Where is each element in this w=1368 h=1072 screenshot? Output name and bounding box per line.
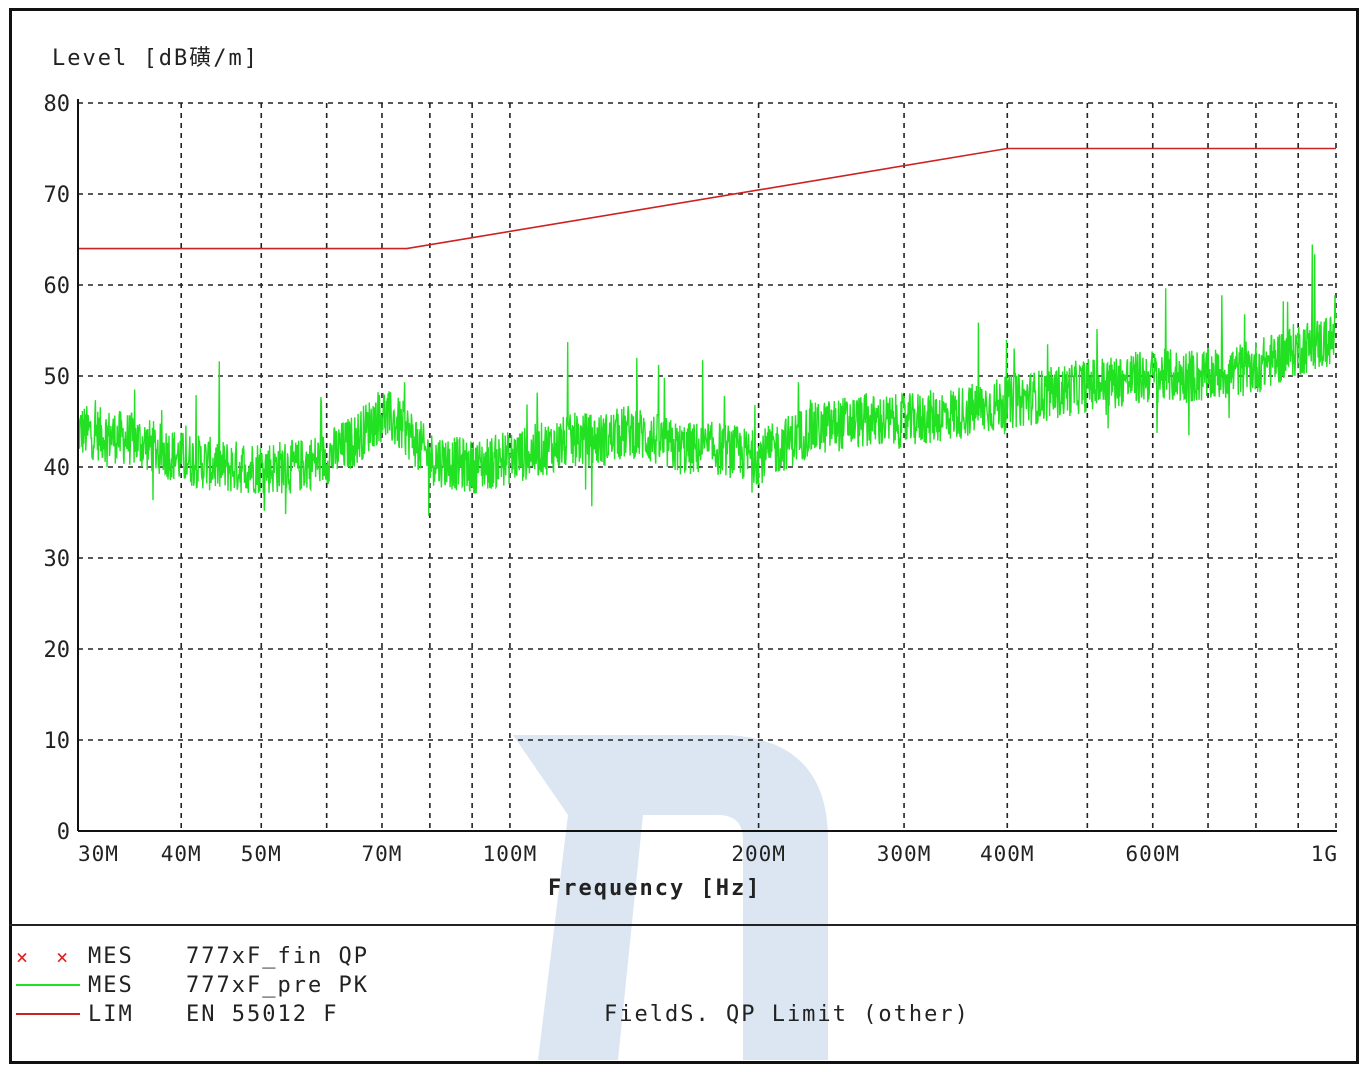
y-tick-label: 70: [44, 183, 71, 208]
series-layer: [77, 147, 1337, 517]
axis-layer: [77, 99, 1337, 832]
legend-line-green-icon: [16, 984, 80, 986]
x-tick-label: 100M: [483, 842, 538, 866]
x-tick-label: 40M: [161, 842, 202, 866]
legend-name: EN 55012 F: [186, 1002, 339, 1027]
x-tick-label: 300M: [877, 842, 932, 866]
y-tick-label: 20: [44, 638, 71, 663]
legend-item-pre-pk: MES 777xF_pre PK: [14, 971, 1114, 999]
x-tick-label: 400M: [980, 842, 1035, 866]
legend-kind: LIM: [88, 1002, 134, 1027]
legend-kind: MES: [88, 944, 134, 969]
legend-kind: MES: [88, 973, 134, 998]
legend-name: 777xF_pre PK: [186, 973, 369, 998]
y-tick-label: 60: [44, 274, 71, 299]
legend-item-fin-qp: × × MES 777xF_fin QP: [14, 942, 1114, 970]
y-tick-label: 50: [44, 365, 71, 390]
y-tick-label: 40: [44, 456, 71, 481]
y-axis-label: Level [dB磺/m]: [52, 46, 259, 71]
x-tick-label: 1G: [1311, 842, 1338, 866]
legend-divider: [9, 924, 1359, 926]
x-axis-label: Frequency [Hz]: [548, 876, 762, 901]
legend-name: 777xF_fin QP: [186, 944, 369, 969]
x-tick-label: 70M: [362, 842, 403, 866]
series-line-pre-pk: [77, 244, 1337, 517]
y-tick-label: 30: [44, 547, 71, 572]
chart-plot: 0 10 20 30 40 50 60 70 80 30M 40M 50M 70M 100M 200M 300…: [44, 92, 1338, 866]
x-tick-label: 200M: [731, 842, 786, 866]
tick-label-layer: 0 10 20 30 40 50 60 70 80 30M 40M 50M 70M 100M 200M 300…: [44, 92, 1338, 866]
x-tick-label: 50M: [241, 842, 282, 866]
series-line-limit: [78, 147, 1336, 250]
y-tick-label: 10: [44, 729, 71, 754]
y-tick-label: 80: [44, 92, 71, 117]
legend-description: FieldS. QP Limit (other): [604, 1002, 970, 1027]
legend-cross-marker-icon: × ×: [16, 945, 77, 969]
x-tick-label: 30M: [78, 842, 119, 866]
legend-line-red-icon: [16, 1013, 80, 1015]
legend-item-limit: LIM EN 55012 F FieldS. QP Limit (other): [14, 1000, 1114, 1028]
y-tick-label: 0: [57, 820, 70, 845]
x-tick-label: 600M: [1125, 842, 1180, 866]
legend: × × MES 777xF_fin QP MES 777xF_pre PK LI…: [14, 940, 1354, 1050]
